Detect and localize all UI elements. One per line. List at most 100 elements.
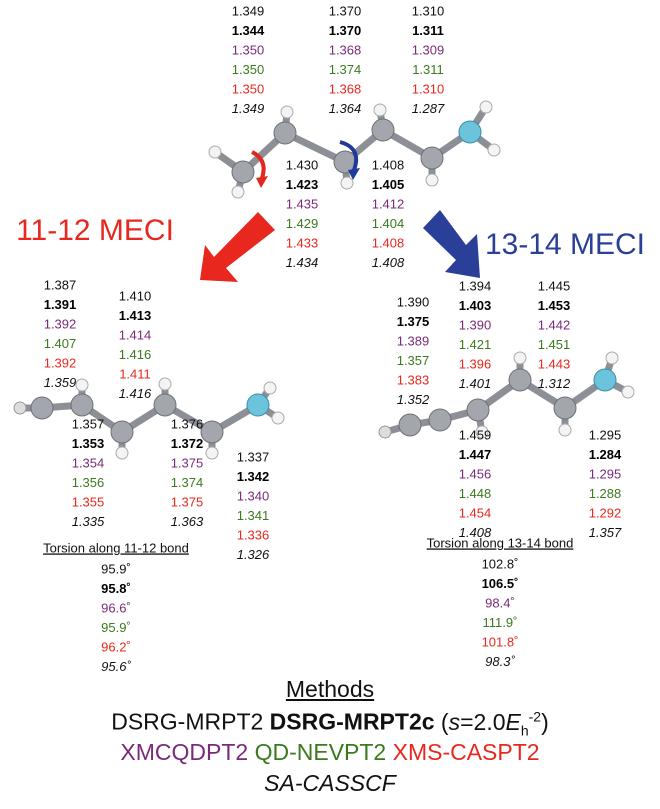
bond-length: 1.311 [412,62,444,77]
method: QD-NEVPT2 [255,739,387,765]
bond-length: 1.412 [372,196,405,211]
bond-length: 1.396 [459,356,492,371]
bond-length: 1.429 [286,216,319,231]
meci-title: 13-14 MECI [485,228,645,261]
bond-length: 1.310 [412,81,445,96]
bond-length: 1.353 [72,436,105,451]
bond-length: 1.407 [44,336,77,351]
torsion-label: Torsion along 13-14 bond [427,535,574,550]
figure: 11-12 MECI 13-14 MECI Torsion along 11-1… [0,0,660,680]
bond-length: 1.375 [171,455,204,470]
torsion-value: 95.9˚ [101,620,131,635]
bond-length: 1.403 [459,298,492,313]
bond-length: 1.309 [412,42,445,57]
bond-length: 1.411 [119,366,151,381]
page: {"top": {"stacks": [ ["1.349", "1.344", … [0,0,660,809]
bond-length: 1.433 [286,235,319,250]
note-part: -2 [529,708,541,724]
bond-length: 1.357 [397,353,430,368]
bond-length: 1.447 [459,447,492,462]
bond-length: 1.459 [459,427,492,442]
bond-length: 1.454 [459,505,492,520]
bond-length: 1.430 [286,157,319,172]
bond-length: 1.284 [589,447,622,462]
bond-length: 1.295 [589,427,622,442]
bond-length: 1.312 [538,376,571,391]
arrow-right [423,210,480,278]
bond-length: 1.390 [459,317,492,332]
bond-length: 1.335 [72,514,105,529]
torsion-value: 95.6˚ [101,659,131,674]
bond-length: 1.337 [237,449,270,464]
note-part: s [449,709,461,735]
bond-length: 1.287 [412,101,445,116]
torsion-value: 101.8˚ [482,634,519,649]
bond-length: 1.326 [237,547,270,562]
method: DSRG-MRPT2 [111,709,263,735]
bond-length: 1.405 [372,177,405,192]
bond-length: 1.368 [329,42,362,57]
bond-length: 1.363 [171,514,204,529]
torsion-value: 95.8˚ [101,581,131,596]
method: XMS-CASPT2 [393,739,540,765]
legend-line: XMCQDPT2 QD-NEVPT2 XMS-CASPT2 [0,739,660,766]
bond-length: 1.391 [44,297,77,312]
torsion-value: 98.3˚ [485,654,515,669]
bond-length: 1.434 [286,255,319,270]
bond-length: 1.392 [44,355,77,370]
method: SA-CASSCF [0,770,660,797]
bond-length: 1.387 [44,277,77,292]
bond-length: 1.423 [286,177,319,192]
meci-title: 11-12 MECI [16,214,174,247]
bond-length: 1.355 [72,494,105,509]
bond-length: 1.344 [232,23,265,38]
bond-length: 1.375 [171,494,204,509]
bond-length: 1.410 [119,288,152,303]
bond-length: 1.408 [459,525,492,540]
bond-length: 1.368 [329,81,362,96]
bond-length: 1.392 [44,316,77,331]
method: DSRG-MRPT2c [270,709,435,735]
note-part: ( [441,709,449,735]
bond-length: 1.310 [412,3,445,18]
bond-length: 1.401 [459,376,492,391]
bond-length: 1.370 [329,3,362,18]
bond-length: 1.414 [119,327,152,342]
bond-length: 1.375 [397,314,430,329]
bond-length: 1.359 [44,375,77,390]
bond-length: 1.354 [72,455,105,470]
bond-length: 1.456 [459,466,492,481]
bond-length: 1.288 [589,486,622,501]
bond-length: 1.340 [237,488,270,503]
bond-length: 1.295 [589,466,622,481]
bond-length: 1.336 [237,527,270,542]
bond-length: 1.416 [119,347,152,362]
bond-length: 1.416 [119,386,152,401]
bond-length: 1.442 [538,317,571,332]
bond-length: 1.435 [286,196,319,211]
note-part: E [506,709,521,735]
bond-length: 1.376 [171,416,204,431]
bond-length: 1.356 [72,475,105,490]
bond-length: 1.445 [538,278,571,293]
bond-length: 1.357 [589,525,622,540]
bond-length: 1.374 [171,475,204,490]
bond-length: 1.350 [232,62,265,77]
bond-length: 1.443 [538,356,571,371]
bond-length: 1.408 [372,255,405,270]
torsion-value: 111.9˚ [483,615,518,630]
bond-length: 1.453 [538,298,571,313]
bond-length: 1.404 [372,216,405,231]
bond-length: 1.448 [459,486,492,501]
bond-length: 1.342 [237,469,270,484]
bond-length: 1.394 [459,278,492,293]
bond-length: 1.364 [329,101,362,116]
bond-length: 1.390 [397,294,430,309]
bond-length: 1.341 [237,508,270,523]
method-note: (s=2.0Eh-2) [441,709,549,735]
bond-length: 1.408 [372,235,405,250]
bond-length: 1.421 [459,337,492,352]
bond-length: 1.350 [232,42,265,57]
bond-length: 1.413 [119,308,152,323]
bond-length: 1.352 [397,392,430,407]
